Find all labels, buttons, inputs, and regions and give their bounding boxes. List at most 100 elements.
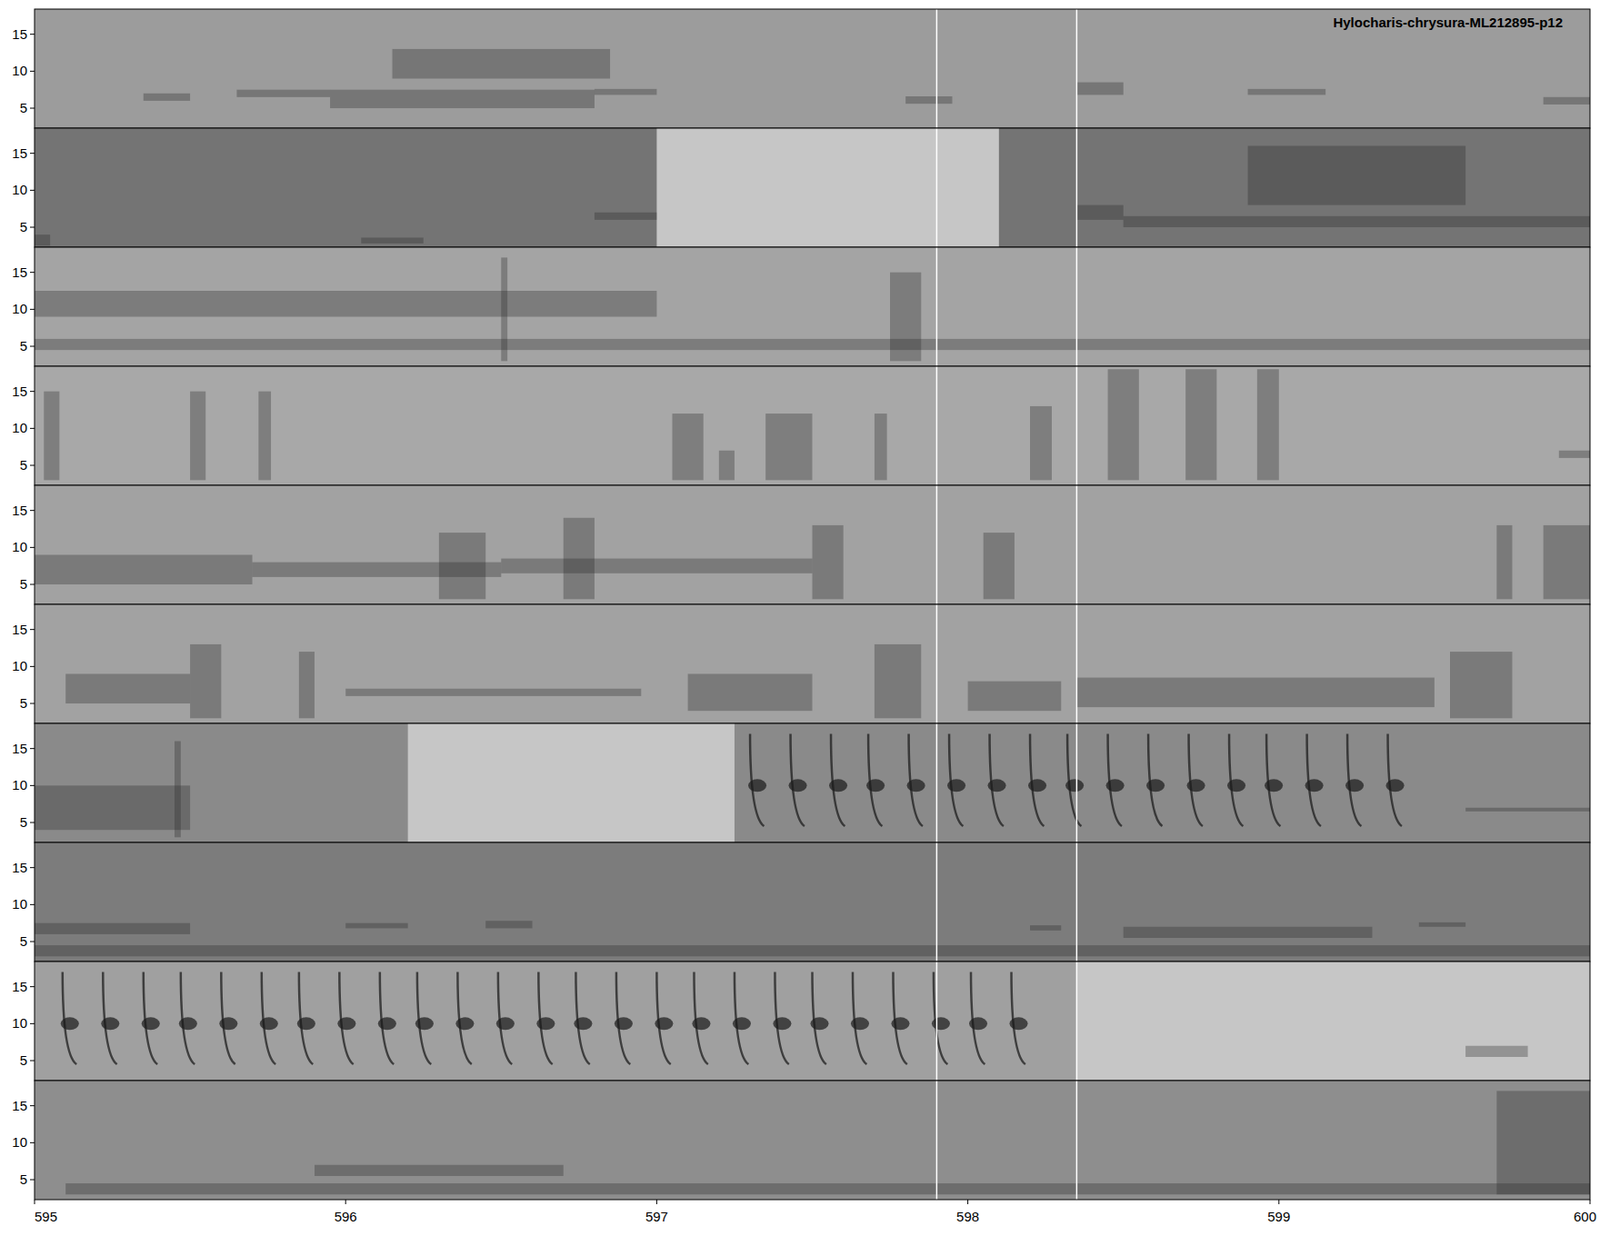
call	[1386, 733, 1405, 827]
sound-element	[1419, 922, 1466, 928]
x-tick	[34, 1200, 36, 1205]
sound-element	[1248, 89, 1327, 96]
call-peak	[1187, 779, 1206, 792]
call-peak	[179, 1017, 198, 1030]
y-tick-label: 15	[11, 26, 28, 42]
sound-element	[143, 93, 190, 101]
call	[691, 971, 710, 1065]
y-tick-label: 5	[20, 576, 28, 592]
gap	[1076, 961, 1590, 1081]
y-tick-label: 5	[20, 219, 28, 235]
cursor-line	[936, 1080, 939, 1200]
sound-element	[500, 559, 812, 574]
sound-element	[719, 450, 735, 481]
y-tick	[30, 584, 35, 586]
cursor-line	[936, 723, 939, 843]
call	[1065, 733, 1084, 827]
call	[1028, 733, 1047, 827]
call	[260, 971, 279, 1065]
y-tick	[30, 190, 35, 191]
call-peak	[772, 1017, 791, 1030]
cursor-line	[936, 128, 939, 248]
call	[337, 971, 356, 1065]
call	[100, 971, 120, 1065]
x-tick	[967, 1200, 969, 1205]
call-peak	[890, 1017, 910, 1030]
y-tick-label: 5	[20, 457, 28, 473]
call-peak	[988, 779, 1007, 792]
call	[1146, 733, 1165, 827]
sound-element	[874, 644, 921, 719]
sound-element	[812, 525, 844, 600]
sound-element	[1030, 925, 1061, 931]
y-tick	[30, 390, 35, 392]
y-tick	[30, 941, 35, 943]
y-tick	[30, 986, 35, 988]
sound-element	[174, 741, 181, 839]
panel-marks	[34, 920, 1590, 957]
call	[732, 971, 751, 1065]
call	[60, 971, 80, 1065]
panel-marks	[34, 723, 1590, 843]
cursor-line	[1076, 247, 1079, 367]
y-tick	[30, 1060, 35, 1062]
call	[1264, 733, 1283, 827]
y-tick	[30, 33, 35, 35]
cursor-line	[1076, 842, 1079, 962]
y-tick	[30, 1180, 35, 1181]
call-peak	[1010, 1017, 1029, 1030]
x-tick	[656, 1200, 658, 1205]
sound-element	[485, 920, 532, 929]
panel-marks	[65, 1090, 1590, 1195]
call	[297, 971, 316, 1065]
call	[947, 733, 966, 827]
panel-background	[34, 723, 1590, 843]
y-tick-label: 10	[11, 896, 28, 912]
call	[850, 971, 870, 1065]
x-tick-label: 600	[1573, 1209, 1597, 1225]
panel-marks	[34, 518, 1590, 600]
y-tick-label: 15	[11, 383, 28, 400]
call-peak	[691, 1017, 710, 1030]
cursor-line	[1076, 128, 1079, 248]
call-peak	[297, 1017, 316, 1030]
y-tick	[30, 1023, 35, 1025]
y-tick-label: 15	[11, 979, 28, 995]
call-peak	[789, 779, 808, 792]
call-peak	[1227, 779, 1246, 792]
call-peak	[337, 1017, 356, 1030]
call-peak	[1386, 779, 1405, 792]
sound-element	[34, 339, 1590, 350]
y-tick-label: 5	[20, 814, 28, 830]
call-peak	[1305, 779, 1324, 792]
sound-element	[236, 90, 330, 98]
y-tick	[30, 346, 35, 348]
panel-frame	[34, 9, 1590, 129]
sound-element	[688, 673, 813, 711]
y-tick	[30, 227, 35, 229]
sound-element	[65, 673, 190, 704]
sound-element	[1496, 1090, 1590, 1195]
y-tick-label: 5	[20, 695, 28, 711]
y-tick	[30, 70, 35, 72]
sound-element	[190, 391, 206, 481]
call-peak	[536, 1017, 555, 1030]
x-tick-label: 598	[956, 1209, 980, 1225]
panel-marks	[34, 257, 1590, 361]
sound-element	[34, 554, 253, 585]
y-tick	[30, 822, 35, 824]
sound-element	[360, 237, 423, 244]
sound-element	[1076, 82, 1123, 96]
call	[772, 971, 791, 1065]
call	[455, 971, 474, 1065]
sound-element	[1123, 927, 1373, 939]
panel-frame	[34, 485, 1590, 605]
panel-marks	[143, 49, 1590, 109]
call-peak	[614, 1017, 633, 1030]
call-peak	[907, 779, 926, 792]
y-tick	[30, 108, 35, 110]
panel-background	[34, 9, 1590, 129]
call	[789, 733, 808, 827]
call	[614, 971, 633, 1065]
sound-element	[34, 785, 190, 830]
